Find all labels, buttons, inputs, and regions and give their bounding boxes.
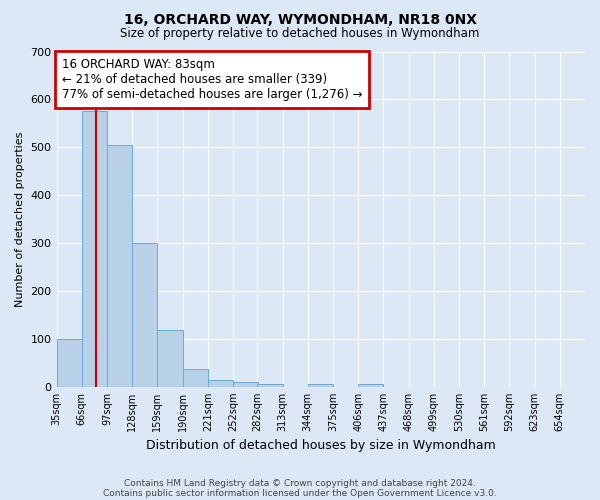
Text: Contains public sector information licensed under the Open Government Licence v3: Contains public sector information licen…: [103, 488, 497, 498]
Bar: [157, 330, 182, 387]
Bar: [107, 145, 132, 387]
Text: Contains HM Land Registry data © Crown copyright and database right 2024.: Contains HM Land Registry data © Crown c…: [124, 478, 476, 488]
Bar: [182, 368, 208, 387]
Bar: [208, 380, 233, 387]
Bar: [82, 112, 107, 387]
Bar: [308, 384, 333, 387]
Bar: [56, 339, 82, 387]
Text: 16, ORCHARD WAY, WYMONDHAM, NR18 0NX: 16, ORCHARD WAY, WYMONDHAM, NR18 0NX: [124, 12, 476, 26]
Bar: [132, 243, 157, 387]
X-axis label: Distribution of detached houses by size in Wymondham: Distribution of detached houses by size …: [146, 440, 496, 452]
Bar: [257, 384, 283, 387]
Text: 16 ORCHARD WAY: 83sqm
← 21% of detached houses are smaller (339)
77% of semi-det: 16 ORCHARD WAY: 83sqm ← 21% of detached …: [62, 58, 362, 101]
Y-axis label: Number of detached properties: Number of detached properties: [15, 132, 25, 307]
Text: Size of property relative to detached houses in Wymondham: Size of property relative to detached ho…: [121, 28, 479, 40]
Bar: [358, 384, 383, 387]
Bar: [233, 382, 258, 387]
